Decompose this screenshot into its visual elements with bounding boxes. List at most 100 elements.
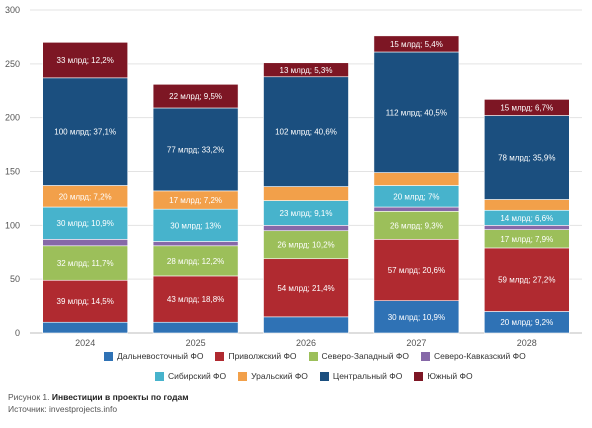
legend-swatch <box>308 351 318 361</box>
data-label: 26 млрд; 9,3% <box>390 221 443 230</box>
legend-item: Северо-Кавказский ФО <box>420 351 526 361</box>
caption-title-line: Рисунок 1. Инвестиции в проекты по годам <box>8 391 188 403</box>
data-label: 112 млрд; 40,5% <box>386 108 447 117</box>
legend-swatch <box>215 351 225 361</box>
legend-label: Приволжский ФО <box>228 351 297 361</box>
x-tick-label: 2025 <box>186 338 206 348</box>
data-label: 39 млрд; 14,5% <box>57 297 114 306</box>
legend-label: Северо-Кавказский ФО <box>433 351 526 361</box>
y-tick-label: 200 <box>5 113 20 123</box>
bar-segment <box>483 225 570 230</box>
legend-row-1: Дальневосточный ФО Приволжский ФО Северо-З… <box>104 351 538 361</box>
legend-swatch <box>414 371 424 381</box>
legend-item: Дальневосточный ФО <box>104 351 203 361</box>
bar-segment <box>42 279 129 323</box>
bar-segment <box>483 99 570 116</box>
legend-item: Приволжский ФО <box>215 351 297 361</box>
data-label: 15 млрд; 5,4% <box>390 40 443 49</box>
y-tick-label: 250 <box>5 59 20 69</box>
data-label: 26 млрд; 10,2% <box>277 241 334 250</box>
data-label: 43 млрд; 18,8% <box>167 295 224 304</box>
data-label: 20 млрд; 7% <box>393 192 439 201</box>
x-tick-label: 2027 <box>406 338 426 348</box>
bar-segment <box>152 107 239 192</box>
data-label: 32 млрд; 11,7% <box>57 259 114 268</box>
bar-segment <box>263 316 349 334</box>
bar-segment <box>263 258 349 318</box>
legend-label: Сибирский ФО <box>168 371 227 381</box>
data-label: 17 млрд; 7,2% <box>169 196 222 205</box>
legend-label: Южный ФО <box>427 371 473 381</box>
data-label: 54 млрд; 21,4% <box>277 284 334 293</box>
bar-segment <box>263 76 349 187</box>
data-label: 20 млрд; 9,2% <box>500 318 553 327</box>
bar-segment <box>263 186 349 201</box>
data-label: 30 млрд; 10,9% <box>57 219 114 228</box>
bar-segment <box>42 41 129 79</box>
data-label: 30 млрд; 13% <box>170 221 221 230</box>
x-tick-label: 2028 <box>517 338 537 348</box>
data-label: 22 млрд; 9,5% <box>169 92 222 101</box>
data-label: 57 млрд; 20,6% <box>388 266 445 275</box>
legend-swatch <box>104 351 113 361</box>
data-label: 23 млрд; 9,1% <box>280 209 333 218</box>
bar-segment <box>483 115 570 200</box>
data-label: 15 млрд; 6,7% <box>500 103 553 112</box>
y-tick-label: 100 <box>5 220 20 230</box>
bar-segment <box>152 241 239 247</box>
y-tick-label: 300 <box>5 5 20 15</box>
legend-label: Центральный ФО <box>332 371 403 381</box>
bar-segment <box>373 206 460 212</box>
bar-segment <box>373 211 460 240</box>
y-tick-label: 50 <box>10 274 20 284</box>
data-label: 17 млрд; 7,9% <box>500 235 553 244</box>
data-label: 14 млрд; 6,6% <box>500 214 553 223</box>
legend-row-2: Сибирский ФО Уральский ФО Центральный ФО Юж… <box>155 371 485 381</box>
bar-segment <box>152 275 239 323</box>
bar-segment <box>42 321 129 334</box>
bar-segment <box>483 199 570 211</box>
bar-segment <box>263 225 349 232</box>
legend-label: Дальневосточный ФО <box>117 351 204 361</box>
data-label: 30 млрд; 10,9% <box>388 313 445 322</box>
legend-item: Уральский ФО <box>238 371 308 381</box>
bar-segment <box>373 51 460 173</box>
caption-prefix: Рисунок 1. <box>8 392 52 402</box>
legend-swatch <box>319 371 329 381</box>
data-label: 100 млрд; 37,1% <box>54 128 116 137</box>
bar-segment <box>42 206 129 240</box>
x-tick-label: 2024 <box>75 338 95 348</box>
data-label: 59 млрд; 27,2% <box>498 276 555 285</box>
legend-item: Северо-Западный ФО <box>308 351 409 361</box>
bar-segment <box>42 245 129 281</box>
legend-label: Уральский ФО <box>251 371 308 381</box>
legend-label: Северо-Западный ФО <box>321 351 409 361</box>
legend-swatch <box>420 351 430 361</box>
legend-item: Центральный ФО <box>319 371 403 381</box>
bar-segment <box>42 239 129 247</box>
bar-segment <box>373 35 460 53</box>
caption-title: Инвестиции в проекты по годам <box>51 392 189 402</box>
data-label: 13 млрд; 5,3% <box>280 66 333 75</box>
legend-item: Южный ФО <box>414 371 473 381</box>
legend-item: Сибирский ФО <box>155 371 226 381</box>
bar-segment <box>152 83 239 109</box>
bar-segment <box>373 172 460 186</box>
data-label: 33 млрд; 12,2% <box>57 56 114 65</box>
legend-swatch <box>155 371 164 381</box>
bar-segment <box>152 208 239 242</box>
figure-caption: Рисунок 1. Инвестиции в проекты по годам… <box>8 391 188 415</box>
data-label: 28 млрд; 12,2% <box>167 257 224 266</box>
data-label: 102 млрд; 40,6% <box>275 128 337 137</box>
bar-segment <box>152 245 239 277</box>
y-tick-label: 0 <box>15 328 20 338</box>
bar-segment <box>263 230 349 260</box>
data-label: 78 млрд; 35,9% <box>498 154 555 163</box>
bar-segment <box>263 62 349 78</box>
bar-segment <box>152 321 239 334</box>
data-label: 77 млрд; 33,2% <box>167 145 224 154</box>
data-label: 20 млрд; 7,2% <box>59 192 112 201</box>
caption-source: Источник: investprojects.info <box>8 404 118 414</box>
y-tick-label: 150 <box>5 167 20 177</box>
bar-segment <box>373 300 460 334</box>
